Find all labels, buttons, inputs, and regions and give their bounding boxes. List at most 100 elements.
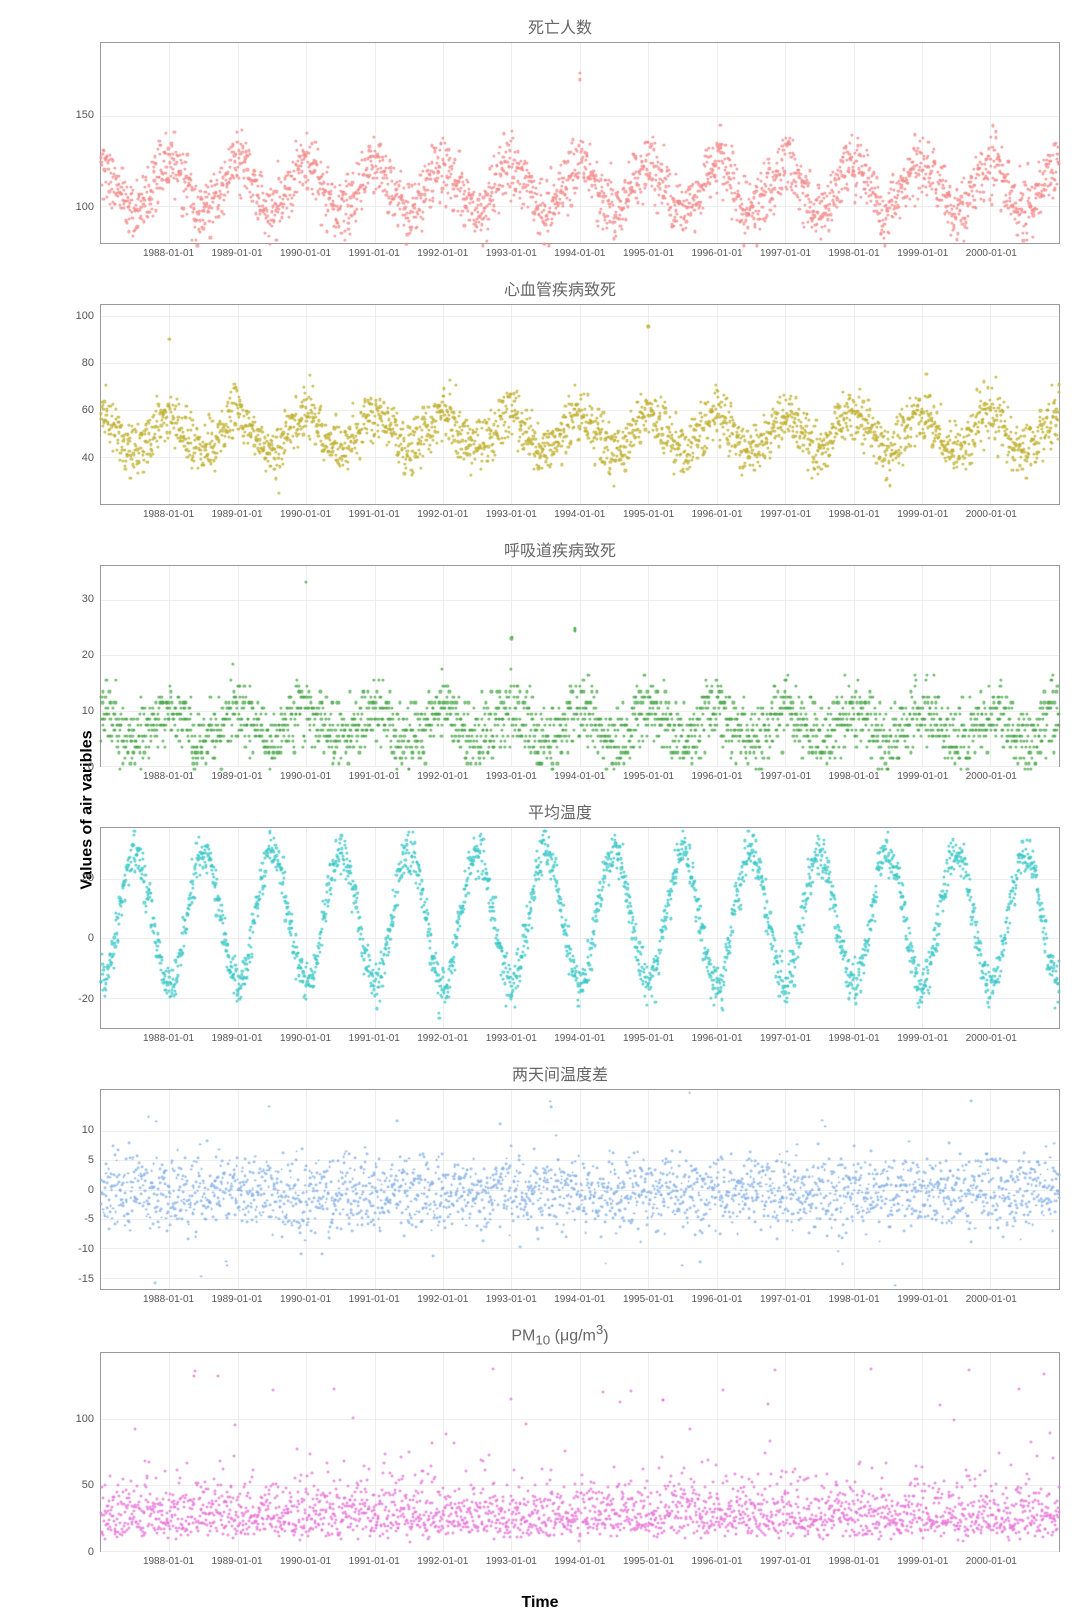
plot-area	[100, 42, 1060, 244]
x-tick: 1990-01-01	[280, 1033, 331, 1044]
gridline-v	[648, 566, 649, 766]
plot-wrap: 0102030	[60, 565, 1060, 767]
x-tick: 1996-01-01	[691, 1294, 742, 1305]
y-axis: 0102030	[60, 565, 100, 767]
gridline-v	[717, 1090, 718, 1290]
gridline-v	[990, 1090, 991, 1290]
x-tick: 1992-01-01	[417, 248, 468, 259]
y-tick: 20	[82, 649, 94, 661]
gridline-v	[169, 1090, 170, 1290]
x-tick: 1995-01-01	[623, 248, 674, 259]
x-tick: 2000-01-01	[966, 1556, 1017, 1567]
plot-wrap: -20020	[60, 827, 1060, 1029]
x-tick: 1988-01-01	[143, 248, 194, 259]
x-tick: 1989-01-01	[211, 248, 262, 259]
panel-pm10: PM10 (μg/m3)0501001988-01-011989-01-0119…	[60, 1318, 1060, 1572]
x-axis: 1988-01-011989-01-011990-01-011991-01-01…	[100, 244, 1060, 264]
x-tick: 1993-01-01	[486, 248, 537, 259]
x-tick: 1994-01-01	[554, 509, 605, 520]
x-tick: 1988-01-01	[143, 1556, 194, 1567]
x-tick: 1995-01-01	[623, 509, 674, 520]
x-tick: 1998-01-01	[828, 1033, 879, 1044]
gridline-v	[785, 305, 786, 505]
gridline-v	[580, 828, 581, 1028]
x-tick: 1997-01-01	[760, 1294, 811, 1305]
y-tick: 60	[82, 404, 94, 416]
gridline-v	[922, 43, 923, 243]
x-tick: 1988-01-01	[143, 1033, 194, 1044]
x-tick: 1997-01-01	[760, 771, 811, 782]
gridline-v	[717, 566, 718, 766]
gridline-v	[648, 1090, 649, 1290]
gridline-v	[922, 1090, 923, 1290]
x-tick: 1998-01-01	[828, 771, 879, 782]
x-tick: 1991-01-01	[349, 771, 400, 782]
gridline-v	[785, 1090, 786, 1290]
panel-title: 呼吸道疾病致死	[60, 533, 1060, 565]
y-tick: 20	[82, 872, 94, 884]
x-tick: 1997-01-01	[760, 248, 811, 259]
x-axis: 1988-01-011989-01-011990-01-011991-01-01…	[100, 1552, 1060, 1572]
x-tick: 1991-01-01	[349, 1556, 400, 1567]
panel-title: 平均温度	[60, 795, 1060, 827]
x-tick: 1990-01-01	[280, 1294, 331, 1305]
y-tick: 100	[76, 1413, 94, 1425]
y-tick: -20	[78, 993, 94, 1005]
x-tick: 1994-01-01	[554, 1556, 605, 1567]
x-tick: 1992-01-01	[417, 771, 468, 782]
panel-cvd: 心血管疾病致死4060801001988-01-011989-01-011990…	[60, 272, 1060, 526]
x-tick: 1997-01-01	[760, 509, 811, 520]
gridline-v	[922, 1353, 923, 1551]
y-tick: 30	[82, 593, 94, 605]
y-tick: 100	[76, 201, 94, 213]
x-tick: 1993-01-01	[486, 1556, 537, 1567]
gridline-v	[511, 43, 512, 243]
panel-temp: 平均温度-200201988-01-011989-01-011990-01-01…	[60, 795, 1060, 1049]
plot-area	[100, 1352, 1060, 1552]
plot-wrap: 100150	[60, 42, 1060, 244]
x-tick: 1990-01-01	[280, 248, 331, 259]
plot-area	[100, 565, 1060, 767]
panel-title: 心血管疾病致死	[60, 272, 1060, 304]
x-tick: 1995-01-01	[623, 1033, 674, 1044]
x-tick: 1999-01-01	[897, 248, 948, 259]
x-axis: 1988-01-011989-01-011990-01-011991-01-01…	[100, 767, 1060, 787]
x-tick: 1996-01-01	[691, 771, 742, 782]
panel-title: 死亡人数	[60, 10, 1060, 42]
x-tick: 1994-01-01	[554, 1294, 605, 1305]
y-tick: 10	[82, 705, 94, 717]
x-tick: 1995-01-01	[623, 1556, 674, 1567]
x-tick: 2000-01-01	[966, 771, 1017, 782]
plot-area	[100, 827, 1060, 1029]
x-tick: 1995-01-01	[623, 771, 674, 782]
x-axis: 1988-01-011989-01-011990-01-011991-01-01…	[100, 1290, 1060, 1310]
panel-deaths: 死亡人数100150 1988-01-01 1989-01-01 1990-01-01…	[60, 10, 1060, 264]
gridline-v	[990, 566, 991, 766]
x-tick: 1989-01-01	[211, 1294, 262, 1305]
x-tick: 1991-01-01	[349, 1033, 400, 1044]
x-tick: 1993-01-01	[486, 1033, 537, 1044]
x-tick: 1994-01-01	[554, 1033, 605, 1044]
gridline-v	[169, 566, 170, 766]
y-tick: 40	[82, 452, 94, 464]
gridline-v	[990, 43, 991, 243]
x-tick: 1991-01-01	[349, 1294, 400, 1305]
figure-container: Values of air varibles Time 死亡人数10015019…	[0, 0, 1080, 1620]
y-tick: 10	[82, 1124, 94, 1136]
x-tick: 1999-01-01	[897, 771, 948, 782]
x-tick: 1994-01-01	[554, 771, 605, 782]
x-tick: 1997-01-01	[760, 1556, 811, 1567]
x-tick: 1998-01-01	[828, 509, 879, 520]
x-tick: 1988-01-01	[143, 771, 194, 782]
x-tick: 1998-01-01	[828, 248, 879, 259]
x-tick: 1996-01-01	[691, 248, 742, 259]
x-tick: 1995-01-01	[623, 1294, 674, 1305]
y-tick: -5	[84, 1213, 94, 1225]
plot-wrap: 050100	[60, 1352, 1060, 1552]
plot-wrap: -15-10-50510	[60, 1089, 1060, 1291]
x-axis: 1988-01-011989-01-011990-01-011991-01-01…	[100, 505, 1060, 525]
x-tick: 1989-01-01	[211, 1556, 262, 1567]
y-tick: 80	[82, 357, 94, 369]
x-tick: 2000-01-01	[966, 1033, 1017, 1044]
plot-area	[100, 304, 1060, 506]
